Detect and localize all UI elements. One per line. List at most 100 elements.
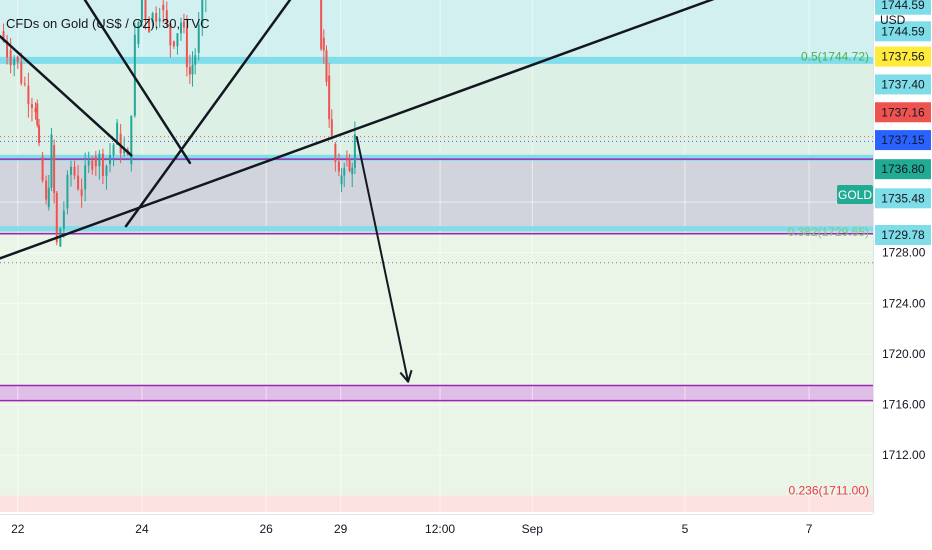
forecast-arrow-line	[355, 136, 410, 382]
y-tick-label-2: 1724.00	[882, 296, 926, 310]
x-axis-labels: 22 24 26 29 12:00 Sep 5 7	[11, 522, 813, 536]
candle-body-38	[130, 115, 133, 165]
candle-body-59	[201, 0, 204, 25]
candle-body-29	[98, 153, 101, 167]
fib-label-1: 0.382(1729.65)	[788, 225, 869, 239]
candle-body-35	[119, 133, 122, 154]
candle-body-42	[144, 0, 147, 19]
candle-body-16	[53, 145, 56, 193]
fib-label-0: 0.5(1744.72)	[801, 50, 869, 64]
candle-body-45	[155, 13, 158, 22]
trendlines-layer	[0, 0, 715, 383]
zone-4	[0, 495, 873, 512]
price-label-6: 1736.80	[881, 162, 925, 176]
zones-layer	[0, 0, 873, 512]
candle-body-2	[9, 50, 12, 66]
candle-body-96	[348, 159, 351, 172]
price-labels: 1744.59 1744.59 1737.56 1737.40 1737.16 1737.…	[875, 0, 931, 245]
price-label-8: 1729.78	[881, 228, 925, 242]
y-tick-label-4: 1716.00	[882, 397, 926, 411]
grid-layer	[0, 201, 873, 456]
price-label-bg-4	[875, 102, 931, 123]
candle-body-87	[322, 37, 325, 51]
price-label-bg-0	[875, 0, 931, 15]
candle-body-56	[191, 64, 194, 75]
levels-layer	[0, 56, 873, 402]
candle-body-89	[328, 75, 331, 120]
candle-body-55	[188, 67, 191, 75]
zone-5	[0, 385, 873, 401]
price-label-bg-8	[875, 224, 931, 245]
candle-body-86	[320, 0, 323, 50]
candle-body-20	[66, 174, 69, 209]
x-tick-label-0: 22	[11, 522, 25, 536]
candle-body-93	[340, 175, 343, 185]
price-label-bg-3	[875, 74, 931, 95]
x-tick-label-7: 7	[806, 522, 813, 536]
price-label-0: 1744.59	[881, 0, 925, 12]
trend-line-1	[0, 35, 133, 157]
zone-3	[0, 233, 873, 496]
candle-body-47	[162, 4, 165, 11]
x-tick-label-3: 29	[334, 522, 348, 536]
price-label-1: 1744.59	[881, 24, 925, 38]
time-axis-panel[interactable]	[0, 514, 874, 550]
candle-body-53	[182, 21, 185, 28]
candle-body-8	[30, 104, 33, 109]
x-tick-label-5: Sep	[522, 522, 544, 536]
candle-body-44	[151, 13, 154, 23]
price-label-bg-1	[875, 21, 931, 42]
candle-body-26	[87, 160, 90, 166]
trend-line-2	[83, 0, 192, 165]
candle-body-34	[116, 122, 119, 145]
candle-body-88	[325, 50, 328, 82]
candle-body-49	[169, 23, 172, 46]
candle-body-97	[351, 167, 354, 175]
y-tick-label-5: 1712.00	[882, 448, 926, 462]
symbol-badge: GOLD	[838, 188, 872, 202]
candle-body-23	[77, 175, 80, 190]
candle-body-11	[38, 125, 41, 144]
candle-body-92	[337, 161, 340, 172]
candle-body-58	[197, 24, 200, 53]
price-label-bg-2	[875, 46, 931, 67]
price-label-bg-7	[875, 188, 931, 209]
candle-body-1	[6, 41, 9, 58]
candle-body-6	[23, 83, 26, 85]
candle-body-51	[176, 33, 179, 47]
price-label-4: 1737.16	[881, 105, 925, 119]
symbol-badge-bg	[837, 185, 873, 204]
candle-body-28	[94, 156, 97, 167]
candle-body-9	[34, 108, 37, 113]
currency-label: USD	[880, 13, 906, 27]
candle-body-46	[158, 18, 161, 22]
price-label-bg-6	[875, 159, 931, 180]
candle-body-17	[55, 192, 58, 243]
candle-body-31	[105, 165, 108, 176]
candle-body-91	[334, 143, 337, 162]
candle-body-15	[50, 134, 53, 188]
candle-body-27	[91, 160, 94, 170]
fib-label-2: 0.236(1711.00)	[788, 483, 869, 497]
candle-body-22	[73, 166, 76, 176]
candle-body-36	[123, 149, 126, 154]
x-tick-label-6: 5	[682, 522, 689, 536]
candle-body-57	[194, 55, 197, 65]
candle-body-12	[41, 156, 44, 181]
candle-body-0	[2, 31, 5, 42]
price-label-7: 1735.48	[881, 191, 925, 205]
price-label-5: 1737.15	[881, 133, 925, 147]
candle-body-25	[84, 165, 87, 190]
candle-body-43	[148, 18, 151, 33]
x-tick-label-2: 26	[259, 522, 273, 536]
candle-body-30	[101, 153, 104, 176]
price-label-2: 1737.56	[881, 50, 925, 64]
x-tick-label-1: 24	[135, 522, 149, 536]
chart-title: CFDs on Gold (US$ / OZ), 30, TVC	[6, 16, 209, 31]
candle-body-41	[140, 0, 143, 22]
price-label-bg-5	[875, 130, 931, 151]
candle-body-98	[353, 134, 356, 168]
zone-2	[0, 157, 873, 234]
